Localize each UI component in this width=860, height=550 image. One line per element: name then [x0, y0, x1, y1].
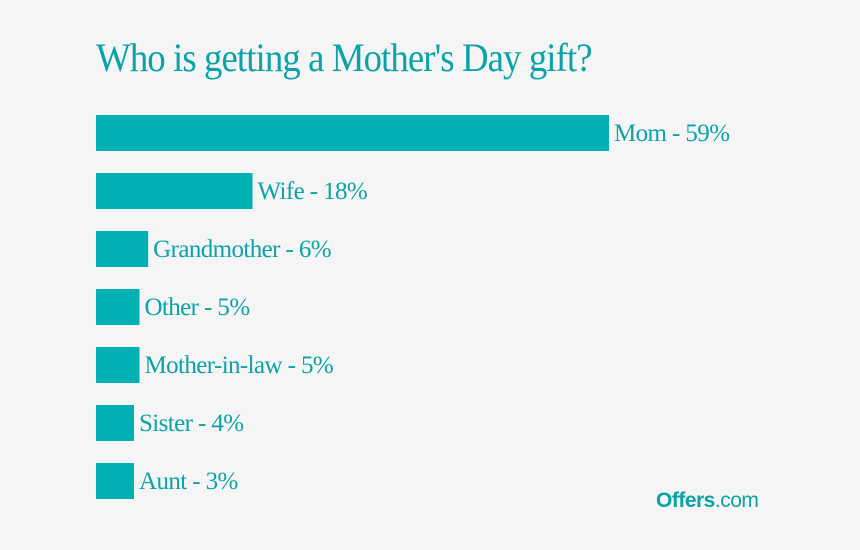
bar-aunt — [96, 463, 134, 499]
bar-label-other: Other - 5% — [144, 294, 249, 321]
bar-label-mother-in-law: Mother-in-law - 5% — [144, 352, 333, 379]
bar-other — [96, 289, 140, 325]
bar-label-wife: Wife - 18% — [258, 178, 368, 205]
bar-grandmother — [96, 231, 149, 267]
logo-brand: Offers — [656, 489, 715, 512]
logo-tld: .com — [714, 489, 759, 512]
bar-label-sister: Sister - 4% — [139, 410, 244, 437]
bar-label-aunt: Aunt - 3% — [139, 468, 238, 495]
bar-wife — [96, 173, 253, 209]
offers-logo: Offers.com — [656, 489, 759, 513]
bar-mom — [96, 115, 609, 151]
chart-title: Who is getting a Mother's Day gift? — [96, 35, 593, 80]
bar-label-grandmother: Grandmother - 6% — [153, 236, 331, 263]
bar-mother-in-law — [96, 347, 140, 383]
bar-sister — [96, 405, 134, 441]
bar-label-mom: Mom - 59% — [614, 120, 729, 147]
